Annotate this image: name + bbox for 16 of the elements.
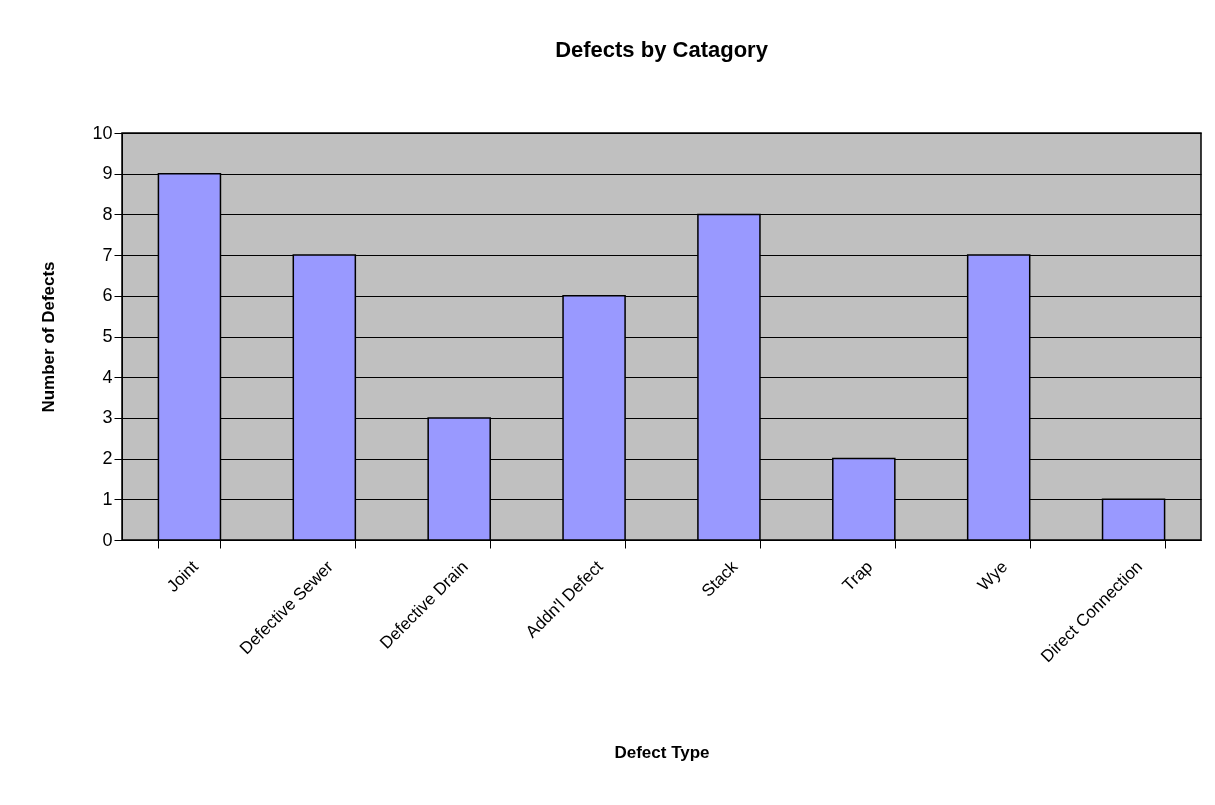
y-tick-label: 8 [102,203,113,224]
y-tick-label: 1 [102,488,113,509]
y-tick-label: 2 [102,448,113,469]
y-tick-label: 3 [102,407,113,428]
y-tick-label: 6 [102,285,113,306]
x-axis-title: Defect Type [614,743,710,763]
y-tick-label: 5 [102,326,113,346]
x-tick-label: Trap [838,557,877,595]
y-tick-label: 4 [102,366,113,387]
chart-title: Defects by Catagory [555,37,769,62]
y-tick-label: 9 [102,163,113,184]
y-tick-label: 0 [102,529,113,550]
y-tick-label: 7 [102,244,113,265]
y-tick-label: 10 [92,122,113,143]
x-tick-label: Wye [973,557,1012,595]
y-axis-title: Number of Defects [39,261,59,413]
